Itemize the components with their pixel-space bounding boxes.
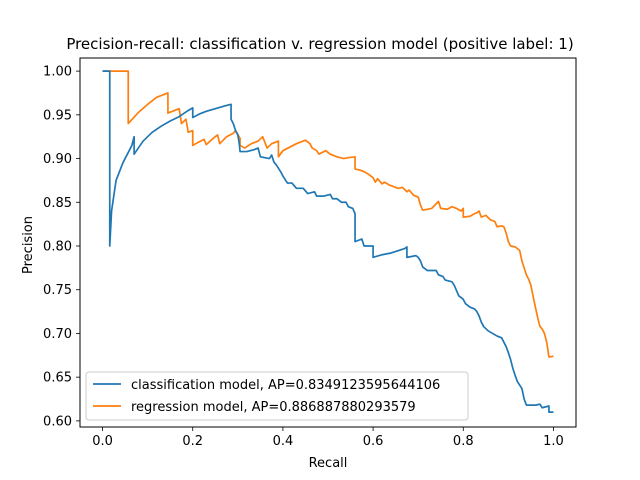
series-layer — [102, 70, 554, 413]
y-tick-label: 0.85 — [43, 196, 72, 211]
y-axis-label: Precision — [21, 216, 36, 274]
x-tick-label: 0.6 — [363, 434, 384, 449]
legend-label-classification: classification model, AP=0.8349123595644… — [131, 378, 440, 393]
y-tick-label: 0.75 — [43, 283, 72, 298]
x-axis-label: Recall — [309, 456, 348, 471]
plot-area — [79, 57, 577, 428]
y-tick-label: 0.95 — [43, 108, 72, 123]
legend-box — [85, 371, 469, 421]
x-tick-label: 1.0 — [543, 434, 564, 449]
series-line-regression — [102, 70, 554, 358]
x-tick-label: 0.8 — [453, 434, 474, 449]
x-axis: 0.0 0.2 0.4 0.6 0.8 1.0 — [92, 427, 564, 449]
plot-frame — [79, 57, 577, 428]
legend-label-regression: regression model, AP=0.886887880293579 — [131, 400, 416, 415]
y-tick-label: 0.90 — [43, 152, 72, 167]
x-tick-label: 0.4 — [273, 434, 294, 449]
chart-title: Precision-recall: classification v. regr… — [66, 35, 573, 53]
y-tick-label: 0.80 — [43, 239, 72, 254]
y-tick-label: 0.60 — [43, 414, 72, 429]
y-axis: 0.60 0.65 0.70 0.75 0.80 0.85 0.90 0.95 1.00 — [43, 65, 80, 429]
y-tick-label: 0.70 — [43, 327, 72, 342]
x-tick-label: 0.2 — [182, 434, 203, 449]
y-tick-label: 0.65 — [43, 371, 72, 386]
y-tick-label: 1.00 — [43, 65, 72, 80]
plot-background — [80, 58, 576, 427]
series-line-classification — [102, 70, 554, 413]
x-tick-label: 0.0 — [92, 434, 113, 449]
legend: classification model, AP=0.8349123595644… — [85, 371, 469, 421]
